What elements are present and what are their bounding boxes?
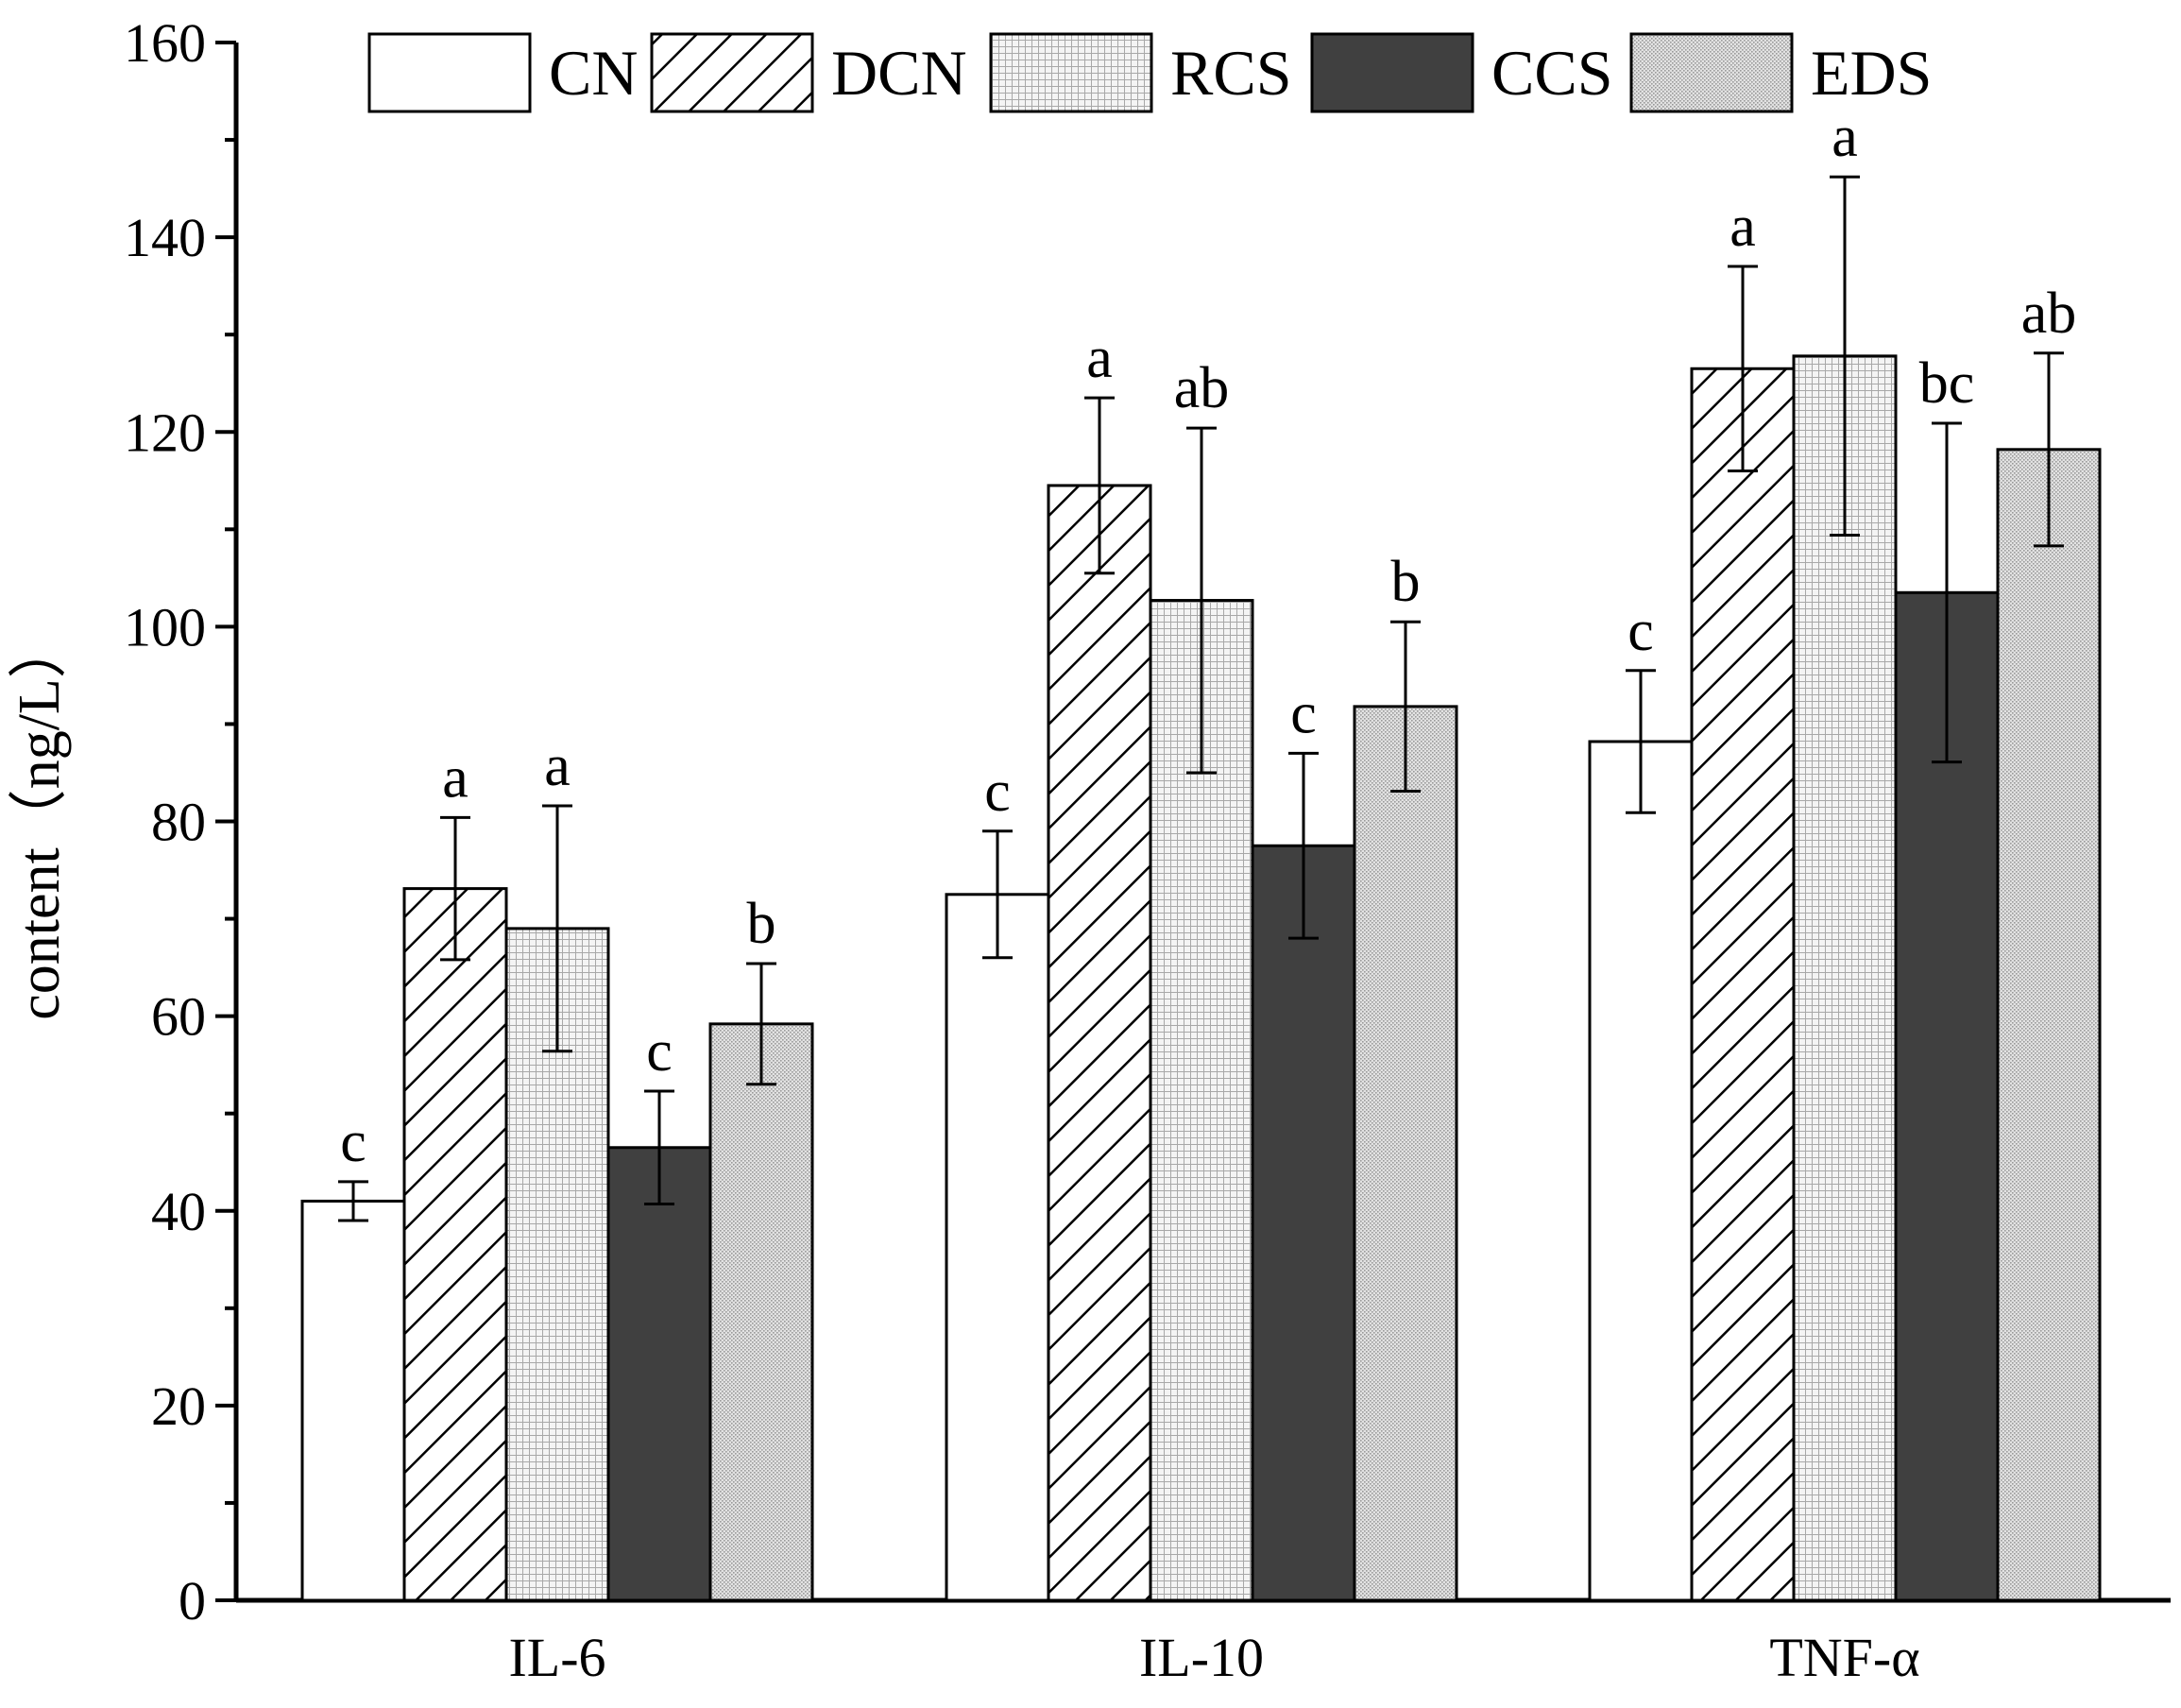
legend-label: EDS — [1811, 37, 1932, 109]
legend-swatch — [1310, 32, 1474, 113]
significance-label: a — [1832, 105, 1858, 169]
y-tick-label: 0 — [179, 1570, 206, 1631]
legend-swatch — [989, 32, 1153, 113]
bar — [945, 893, 1050, 1602]
y-tick-label: 60 — [151, 986, 206, 1048]
significance-label: bc — [1919, 351, 1975, 416]
bar — [402, 887, 508, 1602]
significance-label: a — [1729, 195, 1756, 259]
y-axis-label: content（ng/L） — [8, 620, 72, 1020]
y-tick-label: 160 — [124, 12, 206, 74]
significance-label: b — [747, 892, 776, 956]
bars — [300, 175, 2102, 1602]
significance-label: ab — [1174, 356, 1230, 420]
significance-label: ab — [2021, 282, 2077, 346]
significance-label: c — [340, 1110, 366, 1174]
legend-swatch — [367, 32, 532, 113]
legend-swatch — [650, 32, 814, 113]
legend-swatch — [1629, 32, 1794, 113]
bar — [1047, 484, 1152, 1602]
legend: CN DCN RCS CCS EDS — [367, 32, 1932, 113]
y-tick-label: 100 — [124, 596, 206, 658]
legend-label: CCS — [1491, 37, 1613, 109]
x-category-label: TNF-α — [1769, 1627, 1919, 1688]
y-tick-label: 140 — [124, 207, 206, 268]
bar — [1690, 367, 1796, 1602]
bar — [1792, 354, 1898, 1602]
bar — [1353, 705, 1458, 1602]
bar — [1996, 448, 2102, 1602]
bar — [708, 1022, 814, 1602]
significance-label: b — [1391, 550, 1421, 614]
x-category-label: IL-10 — [1139, 1627, 1264, 1688]
significance-label: c — [646, 1019, 673, 1084]
significance-label: a — [544, 734, 571, 798]
legend-label: RCS — [1170, 37, 1292, 109]
significance-label: c — [1290, 681, 1317, 745]
bar — [1251, 844, 1356, 1602]
y-tick-label: 40 — [151, 1181, 206, 1242]
legend-label: DCN — [831, 37, 967, 109]
bar — [300, 1199, 406, 1602]
significance-label: a — [442, 745, 469, 810]
y-tick-label: 80 — [151, 792, 206, 853]
significance-label: c — [1627, 599, 1654, 663]
y-tick-label: 20 — [151, 1375, 206, 1437]
y-tick-label: 120 — [124, 401, 206, 463]
bar — [1588, 740, 1694, 1602]
bar — [606, 1146, 712, 1602]
x-category-label: IL-6 — [508, 1627, 605, 1688]
significance-label: c — [984, 760, 1011, 824]
significance-label: a — [1086, 326, 1113, 390]
legend-label: CN — [549, 37, 638, 109]
